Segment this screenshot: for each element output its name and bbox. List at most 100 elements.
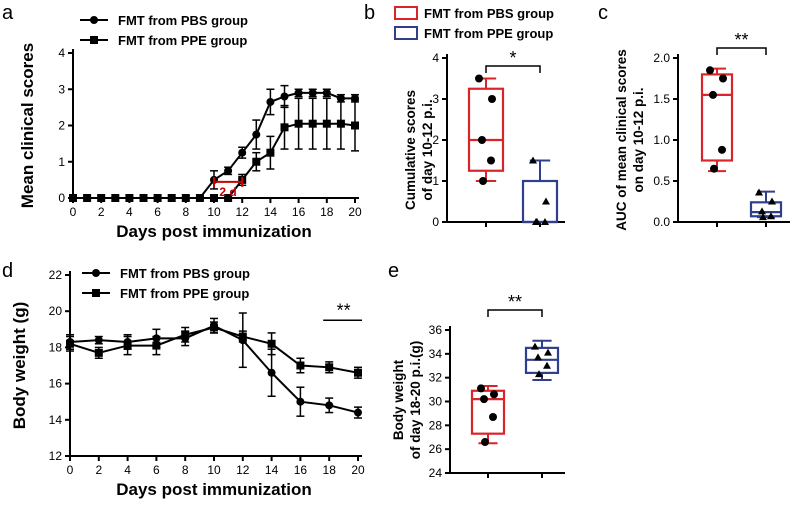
legend-marker-circle — [92, 269, 100, 277]
x-tick-label: 8 — [182, 463, 189, 477]
legend-label: FMT from PBS group — [424, 6, 554, 21]
data-point-triangle — [767, 212, 775, 220]
data-point-circle — [489, 412, 497, 421]
legend-marker-square — [90, 36, 98, 44]
y-tick-label: 20 — [49, 304, 63, 318]
data-point-square — [210, 194, 218, 202]
data-point-square — [125, 194, 134, 202]
x-tick-label: 20 — [348, 205, 362, 219]
y-tick-label: 1 — [432, 174, 439, 188]
x-tick-label: 10 — [207, 205, 221, 219]
series-line-2 — [69, 326, 359, 374]
y-axis-title-line-2: of day 18-20 p.i.(g) — [408, 341, 423, 460]
series-line-1 — [69, 324, 359, 414]
data-point-triangle — [529, 156, 537, 164]
x-tick-label: 6 — [154, 205, 161, 219]
x-tick-label: 12 — [236, 205, 250, 219]
data-point-circle — [280, 92, 289, 101]
panel-c-box-plot: 0.0 0.5 1.0 1.5 2.0 ** AUC of mean clinical sc… — [614, 30, 790, 231]
legend-swatch-2 — [394, 26, 418, 40]
x-tick-label: 10 — [207, 463, 221, 477]
significance-label: * — [509, 48, 516, 68]
data-point-square — [252, 157, 261, 166]
legend-marker-circle — [90, 16, 98, 24]
significance-bracket — [485, 65, 541, 73]
data-point-circle — [706, 66, 714, 75]
data-point-circle — [481, 438, 489, 447]
panel-d-line-chart: 12 14 16 18 20 22 0 2 4 6 8 10 12 14 16 18 20 Days post i… — [10, 266, 365, 499]
data-point-square — [123, 341, 132, 350]
data-point-circle — [325, 401, 334, 410]
data-point-circle — [252, 130, 261, 139]
data-point-triangle — [544, 348, 552, 356]
y-tick-label: 12 — [49, 449, 63, 463]
x-tick-label: 0 — [67, 463, 74, 477]
data-point-square — [94, 348, 103, 357]
data-point-circle — [475, 74, 483, 83]
data-point-square — [83, 194, 92, 202]
x-tick-label: 20 — [351, 463, 365, 477]
data-point-triangle — [768, 197, 776, 205]
y-axis-title: Mean clinical scores — [18, 43, 37, 208]
data-point-square — [294, 119, 303, 128]
y-axis-title-line-1: Cumulative scores — [403, 90, 418, 210]
y-tick-label: 24 — [429, 466, 443, 480]
legend-marker-square — [92, 289, 100, 297]
data-point-square — [296, 361, 305, 370]
y-tick-label: 14 — [49, 413, 63, 427]
data-point-circle — [477, 384, 485, 393]
y-tick-label: 26 — [429, 442, 443, 456]
x-tick-label: 6 — [153, 463, 160, 477]
panel-b-box-plot: 0 1 2 3 4 * Cumulative scores of day 10-12 p.i.… — [394, 6, 565, 229]
data-point-circle — [719, 74, 727, 83]
x-tick-label: 4 — [124, 463, 131, 477]
y-tick-label: 4 — [432, 51, 439, 65]
legend-swatch-1 — [394, 6, 418, 20]
data-point-square — [210, 323, 218, 332]
data-point-square — [66, 339, 74, 348]
y-axis-title-line-2: of day 10-12 p.i. — [420, 99, 435, 200]
data-point-square — [181, 194, 190, 202]
annotation-label: 2 d — [219, 185, 236, 199]
y-tick-label: 28 — [429, 418, 443, 432]
y-tick-label: 30 — [429, 395, 443, 409]
data-point-circle — [479, 177, 487, 185]
y-tick-label: 22 — [49, 268, 63, 282]
data-point-triangle — [542, 197, 550, 205]
y-tick-label: 18 — [49, 340, 63, 354]
data-point-triangle — [534, 353, 542, 361]
data-point-square — [322, 119, 331, 128]
box-iqr-1 — [470, 389, 506, 435]
x-tick-label: 8 — [182, 205, 189, 219]
y-tick-label: 2 — [58, 119, 65, 133]
x-tick-label: 2 — [98, 205, 105, 219]
data-point-square — [111, 194, 120, 202]
data-point-triangle — [758, 207, 766, 215]
data-point-square — [238, 332, 247, 341]
legend-label: FMT from PPE group — [118, 33, 247, 48]
significance-label: ** — [508, 292, 522, 312]
y-tick-label: 1.0 — [653, 133, 670, 147]
data-point-square — [308, 119, 317, 128]
y-tick-label: 4 — [58, 46, 65, 60]
significance-bracket — [487, 309, 543, 317]
data-point-circle — [354, 408, 362, 417]
panel-letter-c: c — [598, 2, 608, 24]
data-point-circle — [296, 397, 305, 406]
significance-label: ** — [337, 300, 351, 320]
data-point-circle — [294, 88, 303, 97]
data-point-circle — [709, 90, 717, 99]
data-point-square — [224, 194, 233, 202]
y-tick-label: 1.5 — [653, 92, 670, 106]
significance-label: ** — [734, 30, 748, 50]
x-axis-title: Days post immunization — [116, 480, 312, 499]
data-point-square — [351, 121, 359, 130]
y-tick-label: 0.0 — [653, 215, 670, 229]
box-iqr-1 — [467, 87, 505, 172]
box-iqr-1 — [700, 73, 734, 162]
data-point-square — [167, 194, 176, 202]
x-tick-label: 0 — [70, 205, 77, 219]
data-point-circle — [710, 164, 718, 173]
data-point-circle — [718, 145, 726, 154]
